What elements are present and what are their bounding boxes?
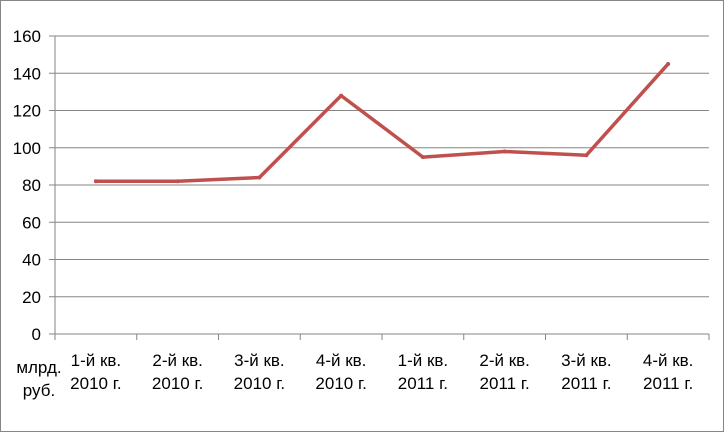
data-point (257, 175, 262, 180)
x-tick-labels: 1-й кв. 2010 г. 2-й кв. 2010 г. 3-й кв. 2010 … (70, 351, 693, 393)
data-point (339, 93, 344, 98)
x-tick-label: 4-й кв. (316, 351, 367, 370)
x-tick-label: 1-й кв. (398, 351, 449, 370)
x-tick-label: 2010 г. (234, 374, 285, 393)
x-tick-label: 2-й кв. (479, 351, 530, 370)
x-tick-label: 2010 г. (315, 374, 366, 393)
x-tick-label: 1-й кв. (71, 351, 122, 370)
y-tick-label: 160 (13, 27, 41, 46)
data-point (666, 61, 671, 66)
series (93, 61, 671, 184)
y-tick-label: 80 (22, 176, 41, 195)
x-tick-label: 2010 г. (152, 374, 203, 393)
x-tick-label: 2011 г. (643, 374, 693, 393)
data-point (502, 149, 507, 154)
y-tick-label: 140 (13, 64, 41, 83)
y-unit-label-line2: руб. (23, 381, 55, 400)
gridlines (55, 35, 709, 298)
x-tick-label: 4-й кв. (643, 351, 694, 370)
x-tick-label: 3-й кв. (561, 351, 612, 370)
y-unit-label-line1: млрд. (16, 358, 61, 377)
x-tick-label: 2-й кв. (152, 351, 203, 370)
y-tick-label: 60 (22, 213, 41, 232)
x-tick-label: 2010 г. (70, 374, 121, 393)
y-tick-labels: 0 20 40 60 80 100 120 140 160 (13, 27, 41, 344)
x-tick-label: 2011 г. (561, 374, 611, 393)
y-tick-label: 40 (22, 251, 41, 270)
y-tick-label: 120 (13, 102, 41, 121)
data-point (93, 179, 98, 184)
x-tick-label: 3-й кв. (234, 351, 285, 370)
data-point (584, 153, 589, 158)
x-tick-label: 2011 г. (480, 374, 530, 393)
axes (49, 35, 710, 340)
x-tick-label: 2011 г. (398, 374, 448, 393)
y-tick-label: 100 (13, 139, 41, 158)
y-tick-label: 0 (32, 325, 41, 344)
data-point (420, 155, 425, 160)
data-point (175, 179, 180, 184)
series-line (94, 62, 670, 184)
y-tick-label: 20 (22, 288, 41, 307)
